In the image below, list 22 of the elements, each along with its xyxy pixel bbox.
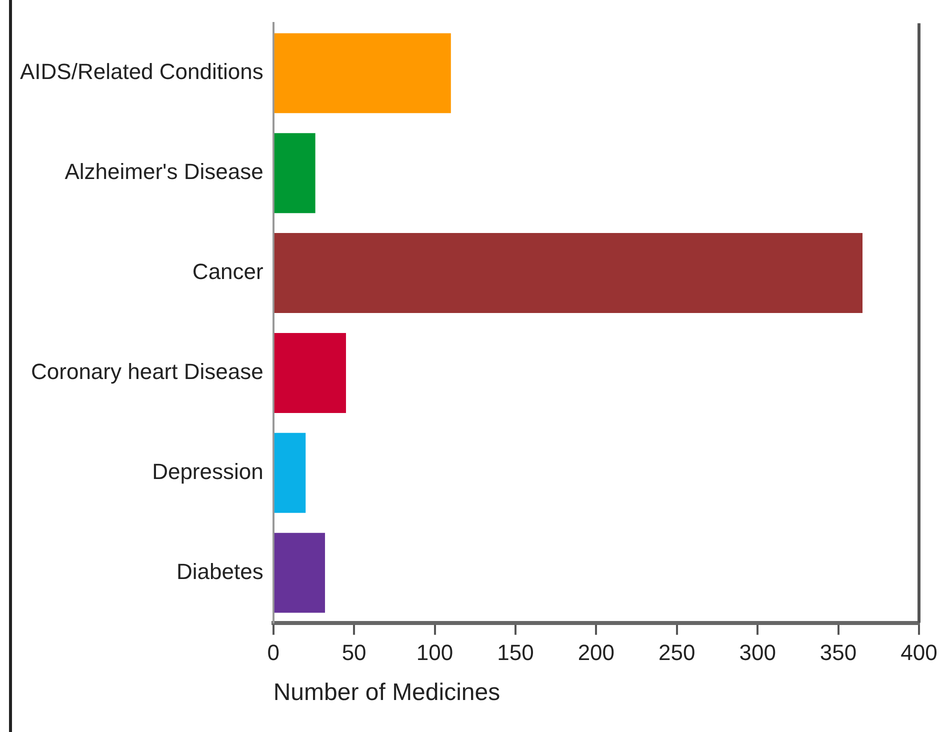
y-tick-label: Alzheimer's Disease	[64, 159, 264, 184]
bar	[274, 332, 346, 413]
x-tick-label: 100	[416, 640, 454, 666]
bar	[274, 133, 316, 214]
x-tick-label: 150	[497, 640, 534, 666]
x-axis-title: Number of Medicines	[273, 679, 500, 706]
bar	[274, 33, 451, 114]
bar	[274, 532, 326, 613]
x-tick-label: 300	[739, 640, 776, 666]
y-tick-label: Depression	[152, 458, 264, 484]
bar	[274, 233, 863, 314]
y-tick-label: Cancer	[192, 259, 264, 284]
y-tick-label: Diabetes	[176, 558, 264, 584]
bar	[274, 432, 306, 513]
x-tick-label: 250	[658, 640, 696, 666]
x-tick-label: 400	[900, 640, 938, 666]
x-tick-label: 50	[342, 640, 366, 666]
x-tick-label: 350	[820, 640, 857, 666]
y-tick-label: Coronary heart Disease	[31, 359, 264, 384]
y-tick-label: AIDS/Related Conditions	[20, 59, 264, 84]
x-tick-label: 200	[578, 640, 615, 666]
x-tick-label: 0	[267, 640, 280, 666]
